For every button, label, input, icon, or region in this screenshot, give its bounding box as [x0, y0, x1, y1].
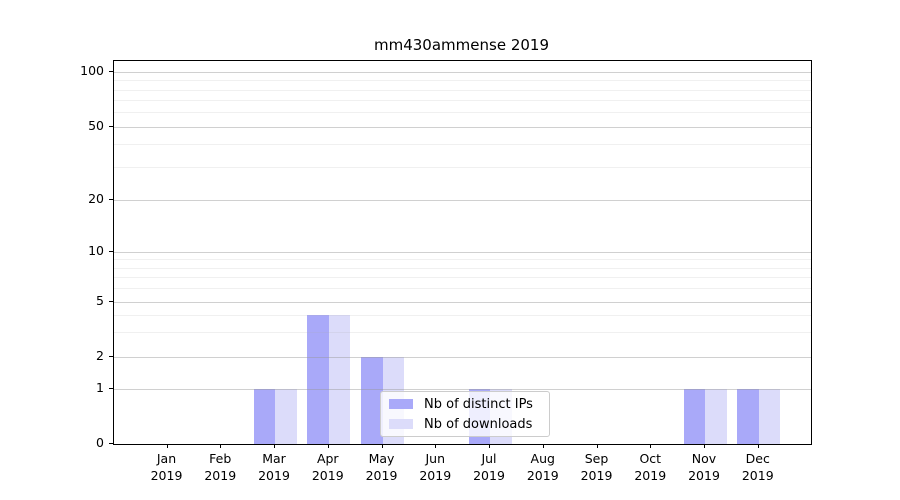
- bar-distinct-ips: [361, 357, 383, 444]
- y-tick: [109, 300, 113, 302]
- bar-distinct-ips: [737, 388, 759, 444]
- x-tick: [435, 444, 437, 448]
- gridline-major: [114, 72, 811, 73]
- y-tick: [109, 250, 113, 252]
- x-tick-label: Feb 2019: [204, 451, 237, 483]
- y-tick: [109, 71, 113, 72]
- x-tick: [542, 444, 544, 448]
- x-tick-label: Sep 2019: [580, 451, 613, 483]
- bar-downloads: [705, 388, 727, 444]
- legend-label-distinct-ips: Nb of distinct IPs: [424, 396, 533, 412]
- y-tick-label: 5: [96, 292, 104, 308]
- x-tick: [650, 444, 652, 448]
- gridline-minor: [114, 315, 811, 317]
- x-tick-label: Oct 2019: [634, 451, 667, 483]
- gridline-major: [114, 301, 811, 303]
- y-tick: [109, 125, 113, 127]
- gridline-major: [114, 251, 811, 253]
- y-tick-label: 50: [88, 117, 104, 133]
- bar-downloads: [758, 388, 781, 444]
- x-tick: [489, 444, 490, 448]
- y-tick: [109, 387, 113, 389]
- legend-item-distinct-ips: Nb of distinct IPs: [381, 396, 549, 413]
- y-tick-label: 20: [88, 191, 104, 206]
- gridline-minor: [114, 259, 811, 261]
- x-tick: [327, 444, 329, 448]
- x-tick-label: Dec 2019: [741, 451, 774, 483]
- gridline-minor: [114, 100, 811, 102]
- legend-label-downloads: Nb of downloads: [424, 416, 533, 432]
- gridline-major: [114, 200, 811, 201]
- y-tick-label: 2: [96, 348, 104, 363]
- gridline-minor: [114, 267, 811, 269]
- bar-downloads: [328, 315, 351, 444]
- x-tick: [704, 444, 705, 448]
- x-tick-label: Jan 2019: [150, 451, 183, 483]
- bar-distinct-ips: [307, 315, 329, 444]
- x-tick-label: May 2019: [365, 451, 398, 483]
- y-tick: [109, 443, 113, 444]
- x-tick-label: Aug 2019: [526, 451, 559, 483]
- bar-downloads: [275, 388, 297, 444]
- x-tick: [220, 444, 222, 448]
- x-tick-label: Mar 2019: [258, 451, 290, 483]
- plot-area: [113, 60, 812, 445]
- gridline-minor: [114, 277, 811, 279]
- bar-distinct-ips: [253, 388, 275, 444]
- gridline-minor: [114, 332, 811, 334]
- legend-swatch-downloads: [389, 419, 413, 429]
- gridline-minor: [114, 80, 811, 82]
- x-tick: [596, 444, 598, 448]
- y-tick: [109, 199, 113, 200]
- legend-swatch-distinct-ips: [389, 399, 413, 409]
- gridline-minor: [114, 89, 811, 91]
- x-tick: [381, 444, 383, 448]
- gridline-major: [114, 126, 811, 128]
- gridline-minor: [114, 167, 811, 169]
- gridline-minor: [114, 112, 811, 114]
- x-tick: [757, 444, 759, 448]
- y-tick-label: 1: [96, 379, 104, 395]
- legend: Nb of distinct IPs Nb of downloads: [380, 391, 550, 437]
- gridline-minor: [114, 144, 811, 146]
- gridline-major: [114, 357, 811, 358]
- x-tick: [166, 444, 168, 448]
- x-tick-label: Apr 2019: [311, 451, 344, 483]
- x-tick-label: Jul 2019: [473, 451, 505, 483]
- x-tick-label: Nov 2019: [688, 451, 720, 483]
- gridline-major: [114, 388, 811, 390]
- bar-distinct-ips: [683, 388, 705, 444]
- chart-title: mm430ammense 2019: [374, 36, 549, 54]
- gridline-minor: [114, 288, 811, 290]
- y-tick: [109, 356, 113, 357]
- x-tick-label: Jun 2019: [419, 451, 452, 483]
- x-tick: [274, 444, 275, 448]
- y-tick-label: 10: [88, 242, 104, 258]
- y-tick-label: 0: [96, 435, 104, 450]
- y-tick-label: 100: [80, 63, 104, 78]
- legend-item-downloads: Nb of downloads: [381, 416, 549, 433]
